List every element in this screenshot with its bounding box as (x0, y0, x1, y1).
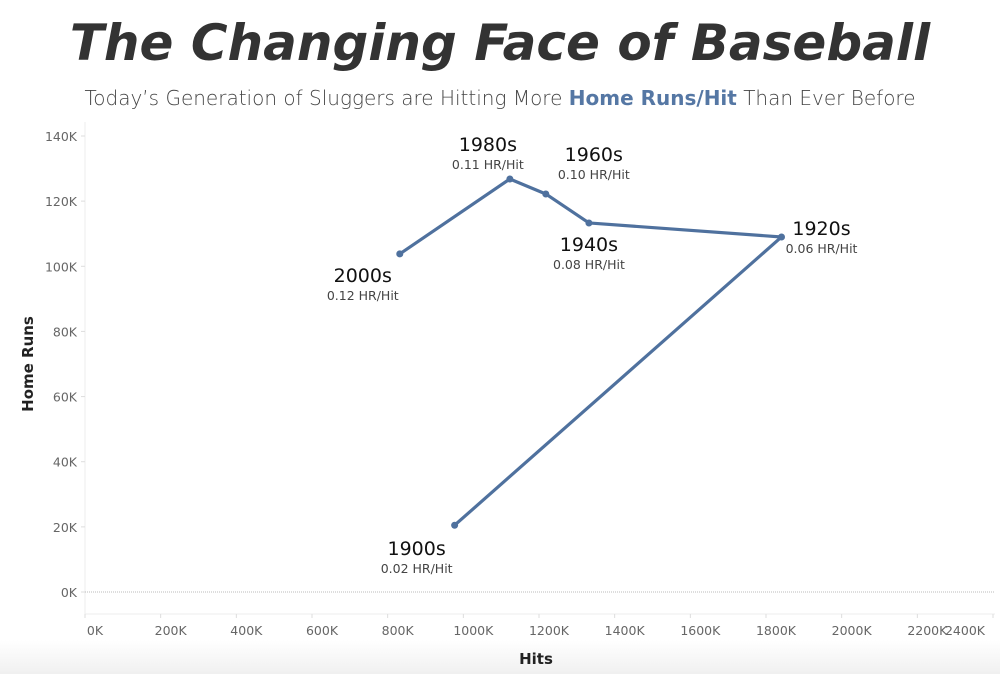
y-axis-label: Home Runs (19, 316, 37, 412)
point-ratio: 0.06 HR/Hit (786, 241, 858, 256)
subtitle-text-end: Than Ever Before (736, 86, 916, 110)
point-ratio: 0.08 HR/Hit (553, 257, 625, 272)
point-label: 1960s (565, 144, 623, 166)
footer-shade (0, 640, 1000, 674)
y-tick-label: 120K (45, 194, 78, 209)
x-tick-label: 1400K (605, 623, 646, 638)
x-tick-label: 2400K (945, 623, 986, 638)
x-axis-label: Hits (519, 650, 553, 668)
x-tick-label: 1200K (529, 623, 570, 638)
x-tick-label: 1600K (680, 623, 721, 638)
x-tick-label: 600K (306, 623, 339, 638)
y-tick-label: 0K (61, 585, 78, 600)
data-point (542, 190, 550, 198)
series-line (398, 177, 784, 527)
x-tick-label: 2000K (832, 623, 873, 638)
subtitle-text: Today’s Generation of Sluggers are Hitti… (84, 86, 569, 110)
point-ratio: 0.12 HR/Hit (327, 288, 399, 303)
x-tick-label: 1000K (453, 623, 494, 638)
y-tick-label: 80K (53, 324, 78, 339)
y-tick-label: 60K (53, 390, 78, 405)
y-tick-label: 140K (45, 129, 78, 144)
y-tick-label: 20K (53, 520, 78, 535)
x-tick-label: 2200K (907, 623, 948, 638)
data-point (451, 521, 459, 529)
point-ratio: 0.10 HR/Hit (558, 167, 630, 182)
x-tick-label: 1800K (756, 623, 797, 638)
chart-subtitle: Today’s Generation of Sluggers are Hitti… (0, 86, 1000, 110)
point-label: 2000s (334, 265, 392, 287)
point-label: 1980s (459, 134, 517, 156)
subtitle-highlight: Home Runs/Hit (568, 86, 737, 110)
point-label: 1920s (792, 218, 850, 240)
x-tick-label: 200K (155, 623, 188, 638)
y-tick-label: 40K (53, 455, 78, 470)
data-point (506, 175, 514, 183)
point-label: 1940s (560, 234, 618, 256)
point-ratio: 0.02 HR/Hit (381, 561, 453, 576)
x-tick-label: 400K (230, 623, 263, 638)
point-ratio: 0.11 HR/Hit (452, 157, 524, 172)
x-tick-label: 0K (87, 623, 104, 638)
data-point (396, 250, 404, 258)
data-point (585, 219, 593, 227)
y-tick-label: 100K (45, 259, 78, 274)
chart-title: The Changing Face of Baseball (69, 14, 931, 72)
x-tick-label: 800K (382, 623, 415, 638)
data-point (778, 233, 786, 241)
point-label: 1900s (387, 538, 445, 560)
